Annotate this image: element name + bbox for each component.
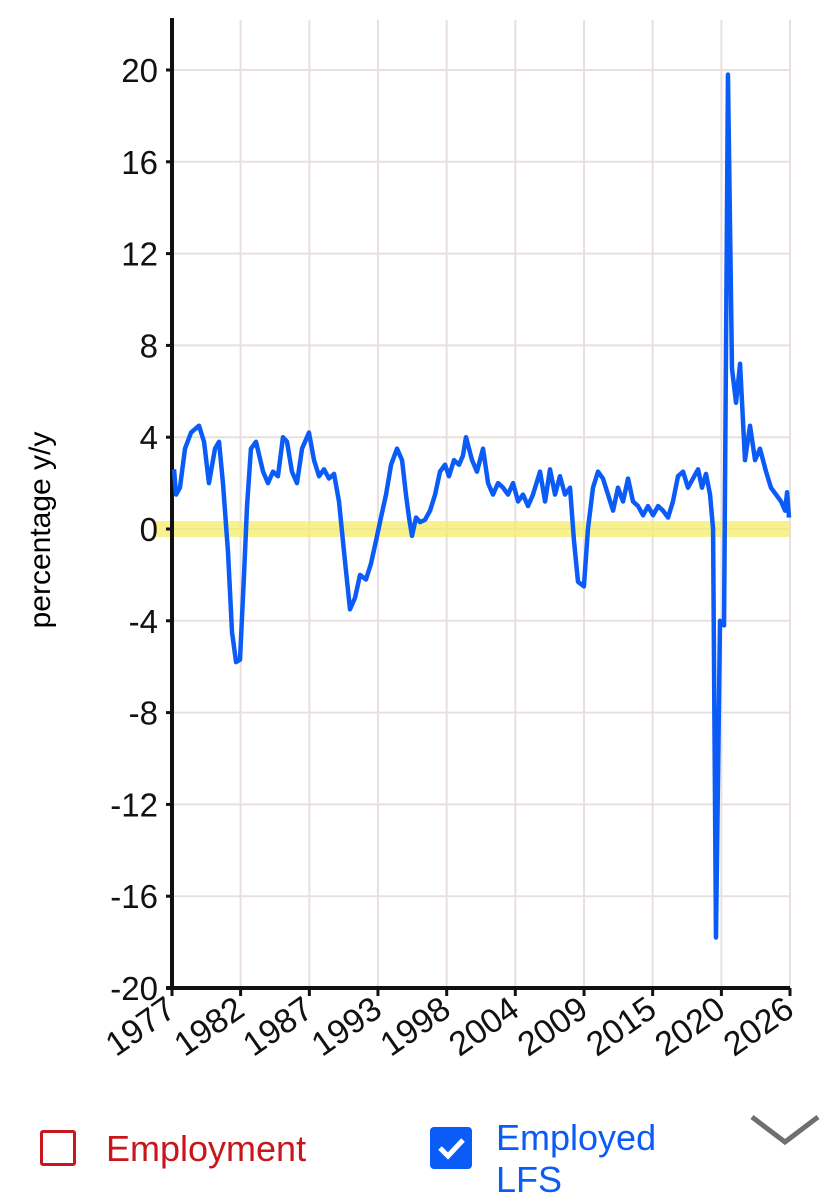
legend-label: Employed LFS (496, 1117, 657, 1200)
x-tick-label: 1993 (305, 989, 389, 1064)
x-tick-label: 2020 (648, 989, 732, 1064)
zero-highlight (155, 521, 790, 537)
y-tick-label: -4 (129, 603, 158, 640)
x-tick-label: 2004 (442, 989, 526, 1064)
y-tick-label: 8 (140, 327, 158, 364)
legend-checkbox[interactable] (40, 1130, 76, 1166)
y-tick-label: 0 (140, 511, 158, 548)
y-tick-label: -8 (129, 695, 158, 732)
x-tick-label: 1987 (236, 989, 320, 1064)
legend-checkbox[interactable] (430, 1127, 472, 1169)
legend-label: Employment (106, 1128, 307, 1169)
x-tick-label: 1998 (374, 989, 458, 1064)
y-axis-label: percentage y/y (24, 432, 57, 629)
x-tick-label: 2009 (511, 989, 595, 1064)
check-icon (438, 1138, 465, 1160)
grid (171, 20, 791, 989)
y-tick-label: 20 (121, 52, 158, 89)
y-tick-label: 12 (121, 236, 158, 273)
series-line (171, 72, 792, 940)
y-tick-label: -16 (110, 878, 158, 915)
x-tick-label: 1982 (167, 989, 251, 1064)
y-tick-label: 4 (140, 419, 158, 456)
y-tick-label: -12 (110, 786, 158, 823)
y-tick-label: 16 (121, 144, 158, 181)
x-tick-label: 2026 (717, 989, 801, 1064)
y-tick-label: -20 (110, 970, 158, 1007)
x-tick-label: 2015 (579, 989, 663, 1064)
expand-chevron[interactable] (750, 1115, 820, 1146)
